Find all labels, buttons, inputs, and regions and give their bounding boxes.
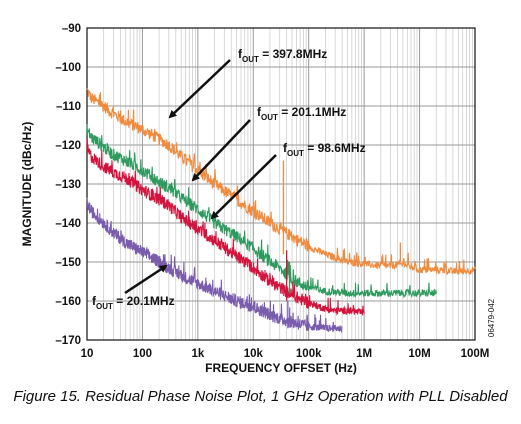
y-tick-label: –120	[55, 140, 81, 152]
x-tick-label: 100M	[461, 348, 490, 360]
annotation-3: fOUT = 98.6MHz	[283, 141, 366, 158]
y-tick-label: –100	[55, 62, 81, 74]
series-group	[86, 88, 476, 334]
x-tick-label: 100k	[296, 348, 322, 360]
annotation-4: fOUT = 20.1MHz	[92, 294, 175, 311]
x-tick-label: 100	[133, 348, 152, 360]
annotation-arrow-1	[168, 59, 231, 119]
y-tick-label: –110	[56, 101, 81, 113]
annotation-arrow-2	[191, 119, 251, 182]
series-line	[86, 197, 343, 334]
figure-caption: Figure 15. Residual Phase Noise Plot, 1 …	[13, 388, 508, 405]
annotation-2: fOUT = 201.1MHz	[257, 105, 346, 122]
y-tick-label: –160	[55, 296, 81, 308]
x-tick-label: 10	[81, 348, 94, 360]
x-tick-labels: 10 100 1k 10k 100k 1M 10M 100M	[81, 348, 490, 360]
grid	[86, 27, 475, 341]
y-tick-label: –150	[55, 257, 81, 269]
annotation-arrow-3	[210, 154, 277, 220]
y-axis-title: MAGNITUDE (dBc/Hz)	[20, 122, 34, 247]
y-tick-label: –90	[62, 23, 81, 35]
figure-id: 06479-042	[487, 298, 496, 337]
x-tick-label: 10k	[244, 348, 264, 360]
y-tick-labels: –90 –100 –110 –120 –130 –140 –150 –160 –170	[55, 23, 81, 347]
x-tick-label: 10M	[408, 348, 430, 360]
x-axis-title: FREQUENCY OFFSET (Hz)	[205, 361, 357, 375]
series-line	[86, 88, 476, 276]
x-tick-label: 1k	[191, 348, 204, 360]
plot-frame	[86, 27, 476, 341]
spur-group	[282, 160, 401, 329]
y-tick-label: –130	[55, 179, 81, 191]
x-tick-label: 1M	[356, 348, 372, 360]
series-line	[86, 124, 437, 299]
y-tick-label: –170	[55, 335, 81, 347]
series-line	[86, 138, 365, 316]
y-tick-label: –140	[55, 218, 81, 230]
annotation-1: fOUT = 397.8MHz	[238, 47, 327, 64]
annotation-arrow-4	[124, 264, 168, 295]
